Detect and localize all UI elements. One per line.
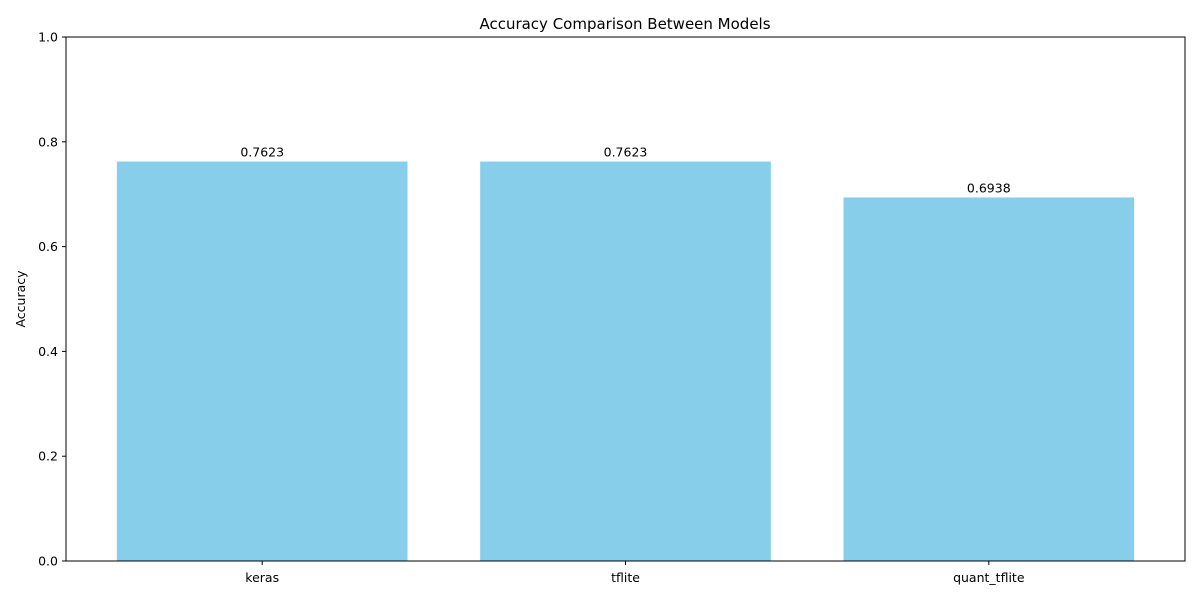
x-tick-label: keras xyxy=(245,570,279,585)
value-labels-group: 0.7623 0.7623 0.6938 xyxy=(240,145,1010,196)
value-label-quant-tflite: 0.6938 xyxy=(967,180,1011,195)
y-tick-label: 0.2 xyxy=(38,449,58,464)
x-tick-label: tflite xyxy=(611,570,640,585)
bars-group xyxy=(116,161,1135,562)
y-tick-label: 0.0 xyxy=(38,554,58,569)
y-tick-label: 0.8 xyxy=(38,134,58,149)
bar-quant-tflite xyxy=(843,197,1135,562)
value-label-tflite: 0.7623 xyxy=(604,145,648,160)
y-tick-label: 0.4 xyxy=(38,344,58,359)
x-axis-ticks: keras tflite quant_tflite xyxy=(245,561,1025,585)
y-tick-label: 1.0 xyxy=(38,30,58,45)
bar-tflite xyxy=(480,161,771,561)
bar-keras xyxy=(116,161,408,561)
x-tick-label: quant_tflite xyxy=(953,570,1025,585)
plot-frame xyxy=(65,36,1186,562)
y-axis-label: Accuracy xyxy=(13,270,28,328)
chart-title: Accuracy Comparison Between Models xyxy=(479,15,770,33)
value-label-keras: 0.7623 xyxy=(240,145,284,160)
y-axis-ticks: 0.0 0.2 0.4 0.6 0.8 1.0 xyxy=(38,30,66,569)
y-tick-label: 0.6 xyxy=(38,239,58,254)
